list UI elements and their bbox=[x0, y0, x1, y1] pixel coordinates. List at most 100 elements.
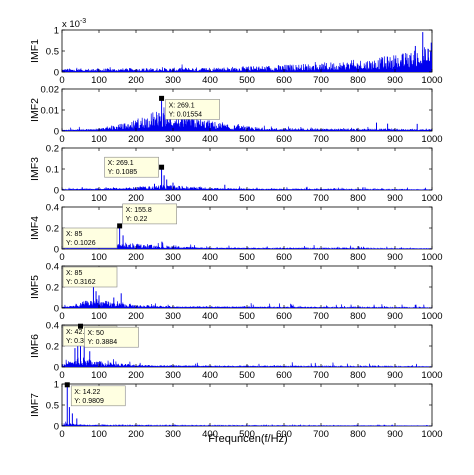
x-tick-label: 800 bbox=[350, 311, 366, 322]
x-tick-label: 500 bbox=[239, 429, 255, 440]
y-tick-label: 0.4 bbox=[46, 202, 59, 213]
datatip-text: X: 50 bbox=[88, 330, 104, 337]
x-tick-label: 1000 bbox=[421, 252, 442, 263]
x-tick-label: 900 bbox=[387, 370, 403, 381]
x-tick-label: 300 bbox=[165, 370, 181, 381]
x-tick-label: 600 bbox=[276, 311, 292, 322]
y-tick-label: 0 bbox=[54, 126, 59, 137]
y-axis-label: IMF5 bbox=[29, 275, 41, 299]
y-axis-label: IMF6 bbox=[29, 334, 41, 358]
datatip-text: Y: 0.1026 bbox=[66, 240, 96, 247]
x-tick-label: 900 bbox=[387, 193, 403, 204]
datatip-background bbox=[122, 203, 177, 225]
x-tick-label: 500 bbox=[239, 252, 255, 263]
x-tick-label: 0 bbox=[59, 429, 64, 440]
x-tick-label: 1000 bbox=[421, 75, 442, 86]
y-tick-label: 0.5 bbox=[46, 46, 59, 57]
x-tick-label: 700 bbox=[313, 370, 329, 381]
x-tick-label: 900 bbox=[387, 311, 403, 322]
x-tick-label: 400 bbox=[202, 429, 218, 440]
datatip-text: Y: 0.9809 bbox=[74, 398, 104, 405]
subplot-imf7: 0 100 200 300 400 500 600 700 800 900 1000 0 0.5 1 IMF… bbox=[29, 379, 443, 440]
datatip-text: X: 269.1 bbox=[169, 102, 195, 109]
x-tick-label: 400 bbox=[202, 134, 218, 145]
plot-frame bbox=[61, 29, 433, 73]
x-tick-label: 300 bbox=[165, 429, 181, 440]
x-tick-label: 800 bbox=[350, 370, 366, 381]
x-tick-label: 400 bbox=[202, 311, 218, 322]
y-tick-label: 0 bbox=[54, 67, 59, 78]
x-tick-label: 300 bbox=[165, 311, 181, 322]
x-tick-label: 100 bbox=[91, 370, 107, 381]
datatip-text: X: 269.1 bbox=[108, 160, 134, 167]
x-tick-label: 200 bbox=[128, 311, 144, 322]
x-tick-label: 1000 bbox=[421, 370, 442, 381]
datatip-text: X: 85 bbox=[66, 231, 82, 238]
datatip-box: X: 155.8 Y: 0.22 bbox=[122, 203, 177, 225]
x-tick-label: 100 bbox=[91, 193, 107, 204]
y-tick-label: 0.2 bbox=[46, 282, 59, 293]
plot-frame bbox=[61, 265, 433, 309]
datatip-background bbox=[62, 227, 118, 249]
x-tick-label: 0 bbox=[59, 252, 64, 263]
datatip-marker bbox=[159, 164, 165, 170]
x-tick-label: 700 bbox=[313, 311, 329, 322]
x-tick-label: 400 bbox=[202, 370, 218, 381]
x-tick-label: 0 bbox=[59, 75, 64, 86]
datatip-text: Y: 0.22 bbox=[126, 216, 148, 223]
x-tick-label: 1000 bbox=[421, 429, 442, 440]
x-tick-label: 200 bbox=[128, 370, 144, 381]
subplot-imf4: 0 100 200 300 400 500 600 700 800 900 1000 0 0.2 0.4 I… bbox=[29, 202, 443, 263]
x-tick-label: 500 bbox=[239, 134, 255, 145]
x-tick-label: 100 bbox=[91, 311, 107, 322]
y-multiplier-exponent: -3 bbox=[80, 18, 86, 25]
datatip-text: Y: 0.1085 bbox=[108, 169, 138, 176]
x-axis-label: Frequncen(f/Hz) bbox=[208, 433, 287, 445]
y-axis-label: IMF1 bbox=[29, 39, 41, 63]
datatip-text: Y: 0.3884 bbox=[88, 339, 118, 346]
datatip-text: X: 155.8 bbox=[126, 207, 152, 214]
x-tick-label: 100 bbox=[91, 134, 107, 145]
datatip-background bbox=[70, 385, 126, 407]
datatip-background bbox=[62, 266, 118, 288]
datatip-box: X: 50 Y: 0.3884 bbox=[84, 326, 139, 348]
datatip-marker bbox=[64, 382, 70, 388]
x-tick-label: 800 bbox=[350, 252, 366, 263]
x-tick-label: 900 bbox=[387, 429, 403, 440]
datatip-box: X: 269.1 Y: 0.01554 bbox=[165, 99, 220, 120]
datatip-text: X: 14.22 bbox=[74, 389, 100, 396]
x-tick-label: 700 bbox=[313, 75, 329, 86]
x-tick-label: 600 bbox=[276, 370, 292, 381]
datatip-text: X: 42.5 bbox=[66, 329, 88, 336]
y-tick-label: 0 bbox=[54, 303, 59, 314]
datatip-text: Y: 0.01554 bbox=[169, 111, 203, 118]
datatip-background bbox=[84, 326, 139, 348]
x-tick-label: 700 bbox=[313, 193, 329, 204]
y-axis-label: IMF3 bbox=[29, 157, 41, 181]
y-axis-label: IMF7 bbox=[29, 393, 41, 417]
x-tick-label: 600 bbox=[276, 193, 292, 204]
datatip-text: Y: 0.3162 bbox=[66, 279, 96, 286]
y-tick-label: 0.01 bbox=[41, 105, 60, 116]
y-tick-label: 0.1 bbox=[46, 164, 59, 175]
x-tick-label: 0 bbox=[59, 193, 64, 204]
x-tick-label: 100 bbox=[91, 75, 107, 86]
datatip-marker bbox=[117, 223, 123, 229]
x-tick-label: 800 bbox=[350, 193, 366, 204]
x-tick-label: 200 bbox=[128, 429, 144, 440]
x-tick-label: 500 bbox=[239, 311, 255, 322]
x-tick-label: 700 bbox=[313, 134, 329, 145]
x-tick-label: 0 bbox=[59, 370, 64, 381]
datatip-text: Y: 0.3522 bbox=[66, 338, 96, 345]
y-tick-label: 0 bbox=[54, 244, 59, 255]
y-tick-label: 1 bbox=[54, 25, 59, 36]
y-tick-label: 0.4 bbox=[46, 261, 59, 272]
x-tick-label: 900 bbox=[387, 134, 403, 145]
x-tick-label: 900 bbox=[387, 75, 403, 86]
y-tick-label: 0.2 bbox=[46, 143, 59, 154]
x-tick-label: 1000 bbox=[421, 193, 442, 204]
y-tick-label: 0 bbox=[54, 421, 59, 432]
x-tick-label: 1000 bbox=[421, 134, 442, 145]
x-tick-label: 100 bbox=[91, 429, 107, 440]
